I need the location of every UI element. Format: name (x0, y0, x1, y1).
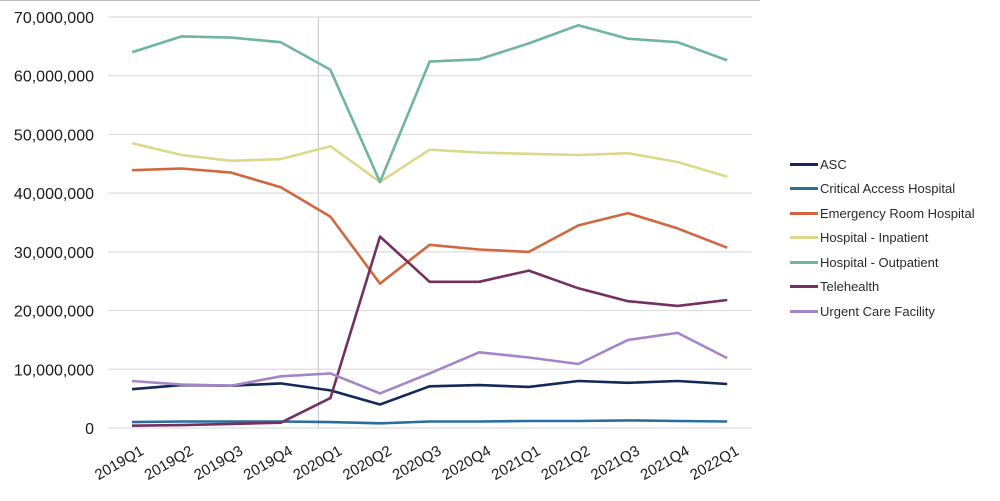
legend-label: Hospital - Outpatient (820, 254, 939, 270)
legend: ASC Critical Access Hospital Emergency Roo… (790, 152, 975, 324)
legend-label: Telehealth (820, 279, 880, 295)
series-line-emergency-room-hospital (131, 167, 728, 285)
legend-swatch (790, 162, 818, 166)
legend-label: ASC (820, 156, 847, 172)
x-tick-label: 2021Q3 (588, 442, 643, 483)
series-line-telehealth (131, 235, 728, 427)
y-tick-label: 40,000,000 (14, 186, 94, 203)
x-tick-label: 2019Q2 (142, 442, 197, 483)
legend-item: Emergency Room Hospital (790, 201, 975, 226)
x-tick-label: 2022Q1 (687, 442, 742, 483)
legend-label: Critical Access Hospital (820, 181, 956, 197)
legend-item: ASC (790, 152, 975, 177)
legend-item: Hospital - Outpatient (790, 250, 975, 275)
legend-label: Urgent Care Facility (820, 303, 935, 319)
x-tick-label: 2019Q4 (241, 442, 296, 483)
legend-label: Hospital - Inpatient (820, 230, 929, 246)
legend-swatch (790, 236, 818, 240)
legend-item: Hospital - Inpatient (790, 226, 975, 251)
x-tick-label: 2020Q3 (390, 442, 445, 483)
legend-label: Emergency Room Hospital (820, 205, 975, 221)
x-tick-label: 2019Q1 (92, 442, 147, 483)
x-tick-label: 2020Q2 (340, 442, 395, 483)
y-tick-label: 20,000,000 (14, 304, 94, 321)
x-tick-label: 2020Q1 (290, 442, 345, 483)
top-border (0, 0, 760, 1)
x-tick-label: 2021Q1 (489, 442, 544, 483)
legend-item: Critical Access Hospital (790, 177, 975, 202)
legend-item: Telehealth (790, 275, 975, 300)
series-line-hospital-inpatient (131, 141, 728, 184)
y-tick-label: 70,000,000 (14, 10, 94, 27)
y-tick-label: 10,000,000 (14, 362, 94, 379)
y-tick-label: 30,000,000 (14, 245, 94, 262)
legend-swatch (790, 187, 818, 191)
x-tick-label: 2021Q2 (538, 442, 593, 483)
legend-swatch (790, 309, 818, 313)
y-tick-label: 50,000,000 (14, 127, 94, 144)
y-tick-label: 60,000,000 (14, 69, 94, 86)
x-tick-label: 2019Q3 (191, 442, 246, 483)
legend-swatch (790, 211, 818, 215)
legend-item: Urgent Care Facility (790, 299, 975, 324)
series-line-critical-access-hospital (131, 419, 728, 425)
legend-swatch (790, 260, 818, 264)
y-tick-label: 0 (85, 421, 94, 438)
x-tick-label: 2021Q4 (638, 442, 693, 483)
legend-swatch (790, 285, 818, 289)
x-tick-label: 2020Q4 (439, 442, 494, 483)
series-line-hospital-outpatient (131, 23, 728, 184)
series-line-urgent-care-facility (131, 331, 728, 395)
